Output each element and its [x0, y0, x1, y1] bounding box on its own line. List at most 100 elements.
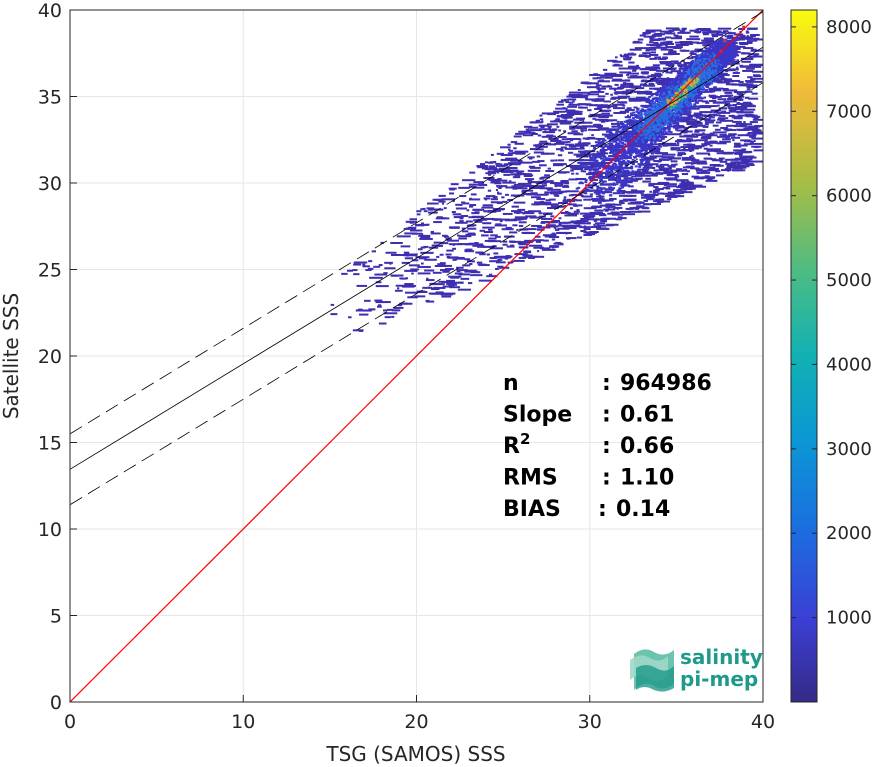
density-cell: [675, 126, 679, 129]
density-cell: [662, 144, 668, 147]
density-cell: [630, 162, 634, 165]
density-cell: [609, 176, 613, 179]
density-cell: [740, 111, 752, 114]
density-cell: [515, 152, 526, 155]
density-cell: [623, 82, 633, 85]
density-cell: [643, 71, 650, 74]
density-cell: [639, 114, 643, 117]
density-cell: [622, 90, 629, 93]
density-cell: [497, 185, 503, 188]
density-cell: [512, 224, 518, 227]
density-cell: [601, 85, 613, 88]
density-cell: [727, 80, 734, 83]
density-cell: [503, 173, 511, 176]
density-cell: [599, 197, 603, 200]
density-cell: [610, 165, 614, 168]
density-cell: [701, 100, 709, 103]
density-cell: [604, 135, 608, 138]
density-cell: [418, 229, 423, 232]
density-cell: [513, 201, 526, 204]
density-cell: [646, 143, 655, 146]
density-cell: [579, 162, 583, 165]
density-cell: [535, 201, 544, 204]
density-cell: [538, 212, 543, 215]
density-cell: [566, 110, 577, 113]
density-cell: [733, 91, 739, 94]
density-cell: [545, 199, 551, 202]
density-cell: [446, 239, 459, 242]
density-cell: [448, 192, 455, 195]
density-cell: [364, 299, 371, 302]
density-cell: [635, 110, 639, 113]
density-cell: [617, 127, 621, 130]
density-cell: [709, 95, 722, 98]
density-cell: [622, 82, 627, 85]
density-cell: [610, 211, 620, 214]
density-cell: [678, 81, 682, 84]
density-cell: [751, 115, 761, 118]
density-cell: [714, 128, 721, 131]
density-cell: [585, 184, 597, 187]
density-cell: [626, 107, 632, 110]
density-cell: [685, 120, 699, 123]
density-cell: [518, 246, 527, 249]
density-cell: [374, 273, 388, 276]
density-cell: [699, 129, 705, 132]
density-cell: [679, 75, 683, 78]
density-cell: [660, 41, 672, 44]
density-cell: [694, 115, 701, 118]
density-cell: [449, 226, 460, 229]
density-cell: [422, 207, 426, 210]
density-cell: [659, 87, 663, 90]
density-cell: [677, 184, 691, 187]
density-cell: [690, 53, 697, 56]
density-cell: [579, 146, 585, 149]
density-cell: [588, 155, 592, 158]
density-cell: [621, 125, 625, 128]
density-cell: [737, 134, 751, 137]
density-cell: [456, 213, 461, 216]
density-cell: [674, 175, 680, 178]
density-cell: [689, 99, 693, 102]
density-cell: [560, 149, 564, 152]
density-cell: [669, 119, 673, 122]
density-cell: [634, 47, 649, 50]
density-cell: [640, 108, 644, 111]
density-cell: [615, 218, 622, 221]
density-cell: [378, 264, 383, 267]
density-cell: [592, 147, 596, 150]
density-cell: [561, 116, 573, 119]
density-cell: [610, 174, 614, 177]
density-cell: [457, 243, 470, 246]
density-cell: [583, 170, 587, 173]
density-cell: [705, 55, 709, 58]
density-cell: [475, 243, 484, 246]
density-cell: [544, 193, 549, 196]
density-cell: [424, 269, 435, 272]
density-cell: [703, 157, 712, 160]
density-cell: [638, 153, 642, 156]
density-cell: [730, 136, 741, 139]
density-cell: [490, 153, 494, 156]
density-cell: [696, 84, 700, 87]
density-cell: [469, 197, 473, 200]
density-cell: [650, 126, 654, 129]
density-cell: [628, 65, 639, 68]
density-cell: [533, 246, 544, 249]
density-cell: [625, 184, 629, 187]
density-cell: [655, 188, 663, 191]
density-cell: [709, 144, 713, 147]
density-cell: [655, 137, 659, 140]
density-cell: [573, 118, 585, 121]
density-cell: [745, 67, 755, 70]
density-cell: [744, 42, 749, 45]
density-cell: [625, 56, 633, 59]
density-cell: [638, 155, 642, 158]
density-cell: [747, 27, 757, 30]
density-cell: [607, 168, 611, 171]
density-cell: [657, 83, 671, 86]
density-cell: [483, 210, 488, 213]
density-cell: [680, 79, 684, 82]
density-cell: [375, 301, 384, 304]
density-cell: [425, 279, 435, 282]
